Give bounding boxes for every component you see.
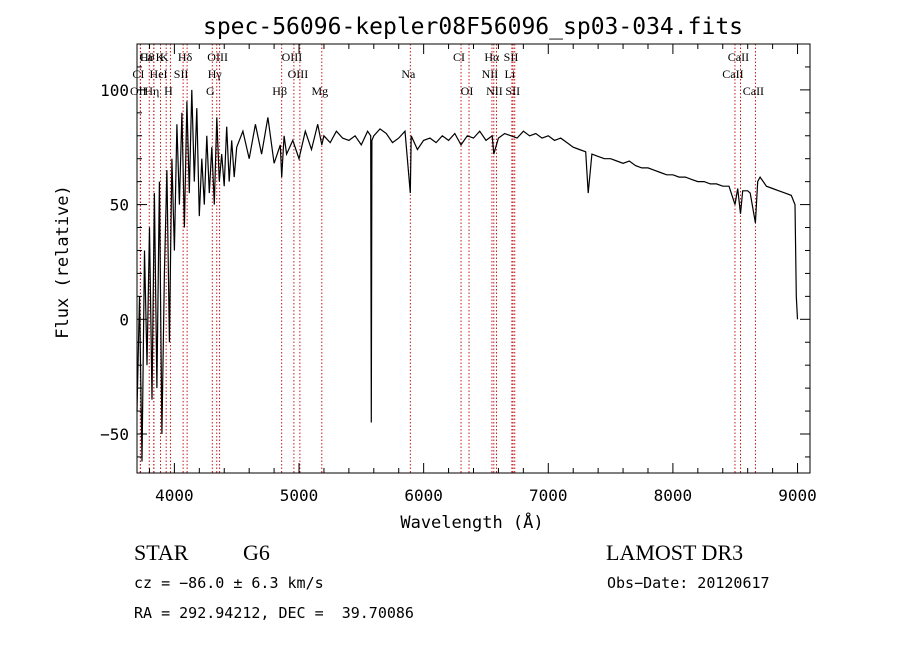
y-axis-ticks <box>137 43 810 458</box>
marker-label: OI <box>461 84 474 98</box>
marker-label: OIII <box>207 50 228 64</box>
y-tick-label: −50 <box>100 425 129 444</box>
marker-label: NII <box>482 67 499 81</box>
marker-label: Na <box>401 67 416 81</box>
x-tick-label: 7000 <box>529 486 568 505</box>
marker-label: K <box>160 50 169 64</box>
marker-label: CaII <box>728 50 749 64</box>
marker-label: SII <box>505 84 520 98</box>
chart-title: spec-56096-kepler08F56096_sp03-034.fits <box>203 14 743 40</box>
observation-date: Obs−Date: 20120617 <box>607 574 770 592</box>
marker-label: CI <box>132 67 144 81</box>
marker-label: Hβ <box>272 84 287 98</box>
x-tick-label: 8000 <box>654 486 693 505</box>
x-axis-label: Wavelength (Å) <box>400 511 543 533</box>
spectrum-line <box>136 89 799 462</box>
x-axis-ticks <box>148 44 799 473</box>
marker-label: Li <box>505 67 516 81</box>
object-subclass: G6 <box>243 540 270 565</box>
marker-label: Hη <box>144 84 159 98</box>
x-axis-tick-labels: 4000 5000 6000 7000 8000 9000 <box>155 486 817 505</box>
y-tick-label: 50 <box>110 196 129 215</box>
x-tick-label: 9000 <box>778 486 817 505</box>
marker-label: CaII <box>722 67 743 81</box>
marker-label: SII <box>174 67 189 81</box>
marker-label: NII <box>486 84 503 98</box>
spectral-line-markers <box>139 44 756 473</box>
y-tick-label: 100 <box>100 81 129 100</box>
marker-label: OIII <box>288 67 309 81</box>
survey-name: LAMOST DR3 <box>606 540 744 565</box>
marker-label: OII <box>130 84 147 98</box>
marker-label: Mg <box>311 84 328 98</box>
marker-label: Hγ <box>208 67 223 81</box>
marker-label: Hα <box>484 50 500 64</box>
marker-label: SII <box>504 50 519 64</box>
y-axis-label: Flux (relative) <box>53 185 73 339</box>
x-tick-label: 5000 <box>280 486 319 505</box>
marker-label: H <box>164 84 173 98</box>
redshift-velocity: cz = −86.0 ± 6.3 km/s <box>134 574 324 592</box>
plot-frame <box>136 43 811 474</box>
coordinates: RA = 292.94212, DEC = 39.70086 <box>134 604 414 622</box>
object-class: STAR <box>134 540 189 565</box>
x-tick-label: 4000 <box>155 486 194 505</box>
y-axis-tick-labels: −50 0 50 100 <box>100 81 129 444</box>
y-tick-label: 0 <box>119 310 129 329</box>
marker-label: Ca K <box>139 50 164 64</box>
marker-label: CaII <box>743 84 764 98</box>
marker-label: HeI <box>150 67 168 81</box>
marker-label: G <box>206 84 215 98</box>
marker-label: OIII <box>282 50 303 64</box>
marker-label: Hθ <box>140 50 155 64</box>
marker-label: Hδ <box>178 50 193 64</box>
marker-label: CI <box>453 50 465 64</box>
x-tick-label: 6000 <box>404 486 443 505</box>
